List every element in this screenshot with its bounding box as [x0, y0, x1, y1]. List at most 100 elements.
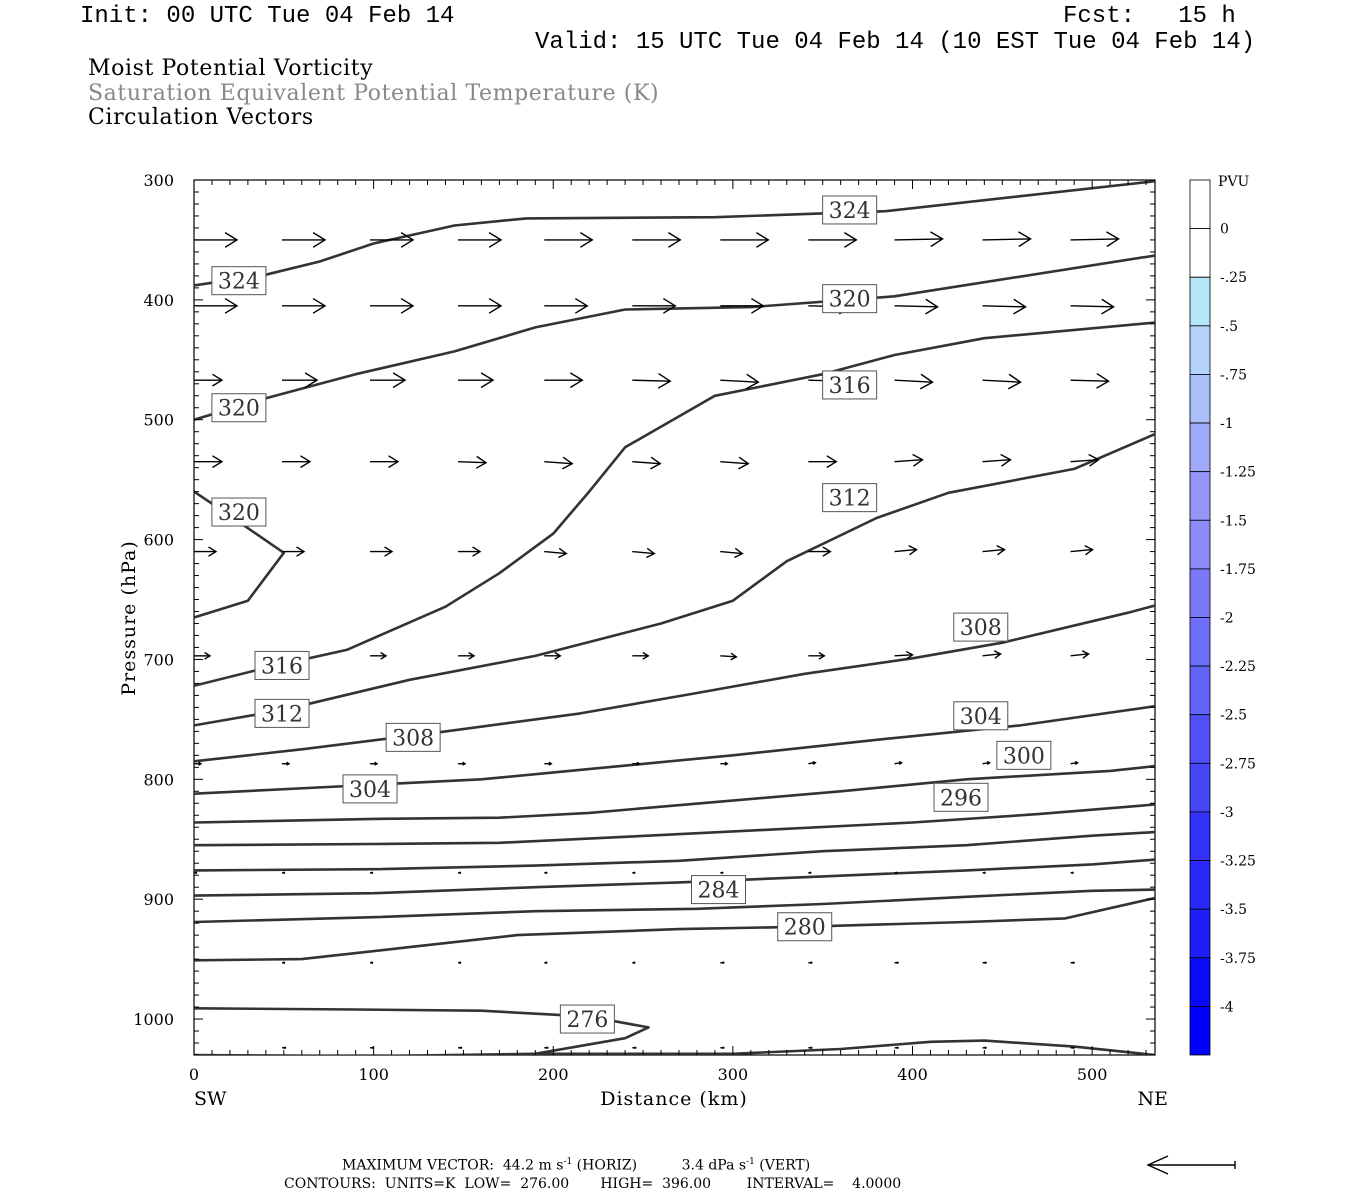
- circulation-vector: [282, 297, 327, 314]
- circulation-vector: [982, 231, 1032, 248]
- circulation-vector: [282, 372, 319, 389]
- circulation-vector: [458, 297, 503, 314]
- contour-label: 276: [559, 1004, 615, 1034]
- contour-label: 312: [254, 698, 310, 728]
- colorbar-box: [1189, 1005, 1211, 1056]
- svg-text:276: 276: [566, 1008, 608, 1033]
- circulation-vector: [282, 1046, 287, 1050]
- circulation-vector: [544, 547, 568, 559]
- valid-time: Valid: 15 UTC Tue 04 Feb 14 (10 EST Tue …: [535, 29, 1256, 56]
- circulation-vector: [370, 372, 407, 389]
- circulation-vector: [720, 456, 750, 470]
- circulation-vector: [370, 761, 379, 766]
- circulation-vector: [370, 651, 388, 660]
- circulation-vector: [544, 456, 574, 470]
- circulation-vector: [458, 871, 462, 875]
- circulation-vector: [982, 298, 1027, 315]
- colorbar-box: [1189, 714, 1211, 764]
- colorbar-box: [1189, 325, 1211, 375]
- circulation-vector: [982, 1046, 987, 1050]
- contour-label: 308: [953, 612, 1009, 642]
- circulation-vector: [458, 761, 467, 766]
- svg-text:320: 320: [218, 397, 260, 422]
- colorbar-box: [1189, 276, 1211, 327]
- circulation-vector: [282, 455, 312, 469]
- colorbar-box: [1189, 422, 1211, 473]
- circulation-vector: [808, 651, 826, 660]
- circulation-vector: [808, 871, 812, 875]
- x-tick-label: 400: [897, 1065, 928, 1084]
- circulation-vector: [458, 232, 503, 248]
- contour-line: [194, 858, 1155, 897]
- contour-label: 312: [822, 483, 878, 513]
- colorbar-box: [1189, 908, 1211, 959]
- colorbar-box: [1189, 957, 1211, 1007]
- circulation-vector: [1070, 298, 1115, 315]
- svg-text:300: 300: [1003, 744, 1045, 769]
- circulation-vector: [894, 298, 939, 315]
- circulation-vector: [808, 1046, 813, 1050]
- colorbar-label: -.5: [1220, 319, 1238, 335]
- circulation-vector: [282, 232, 327, 248]
- contour-label: 320: [822, 284, 878, 314]
- svg-text:308: 308: [960, 616, 1002, 641]
- circulation-vector: [982, 545, 1006, 556]
- colorbar-box: [1189, 860, 1211, 910]
- circulation-vector: [1070, 453, 1100, 467]
- circulation-vector: [720, 871, 724, 875]
- colorbar-box: [1189, 568, 1211, 618]
- contour-label: 300: [996, 740, 1052, 770]
- circulation-vector: [632, 232, 682, 248]
- colorbar-unit: PVU: [1218, 174, 1250, 190]
- colorbar-label: -1.75: [1220, 562, 1256, 578]
- svg-text:312: 312: [261, 702, 303, 727]
- colorbar-label: -3.75: [1220, 951, 1256, 967]
- contour-label: 304: [953, 701, 1009, 731]
- colorbar-label: -3.25: [1220, 854, 1256, 870]
- circulation-vector: [194, 232, 239, 248]
- circulation-vector: [370, 297, 415, 314]
- circulation-vector: [720, 373, 760, 390]
- circulation-vector: [720, 761, 729, 766]
- colorbar-box: [1189, 228, 1211, 278]
- circulation-vector: [982, 373, 1022, 390]
- contour-label: 320: [211, 393, 267, 423]
- x-tick-label: 500: [1077, 1065, 1108, 1084]
- svg-text:304: 304: [960, 705, 1002, 730]
- circulation-vector: [808, 961, 813, 964]
- y-tick-label: 300: [143, 171, 174, 190]
- circulation-vector: [544, 297, 589, 314]
- circulation-vector: [194, 297, 239, 314]
- contour-label: 324: [211, 266, 267, 296]
- circulation-vector: [1070, 231, 1120, 248]
- x-tick-label: 200: [538, 1065, 569, 1084]
- contour-line: [194, 888, 1155, 924]
- colorbar-box: [1189, 374, 1211, 424]
- colorbar-label: -1.5: [1220, 513, 1247, 529]
- circulation-vector: [720, 232, 770, 248]
- plot-frame: [193, 179, 1156, 1056]
- contour-label: 316: [822, 370, 878, 400]
- colorbar-box: [1189, 762, 1211, 813]
- forecast-hour: Fcst: 15 h: [1063, 3, 1236, 30]
- circulation-vector: [458, 546, 482, 557]
- colorbar-label: 0: [1220, 222, 1229, 238]
- circulation-vector: [632, 761, 641, 766]
- circulation-vector: [632, 547, 656, 559]
- circulation-vector: [544, 651, 562, 660]
- circulation-vector: [808, 232, 858, 248]
- circulation-vector: [894, 453, 924, 467]
- circulation-vector: [194, 651, 212, 660]
- footer-max-vector: MAXIMUM VECTOR: 44.2 m s-1 (HORIZ) 3.4 d…: [342, 1157, 811, 1174]
- circulation-vector: [458, 455, 488, 469]
- contour-label: 280: [777, 912, 833, 942]
- colorbar-box: [1189, 617, 1211, 667]
- x-tick-label: 100: [358, 1065, 389, 1084]
- circulation-vector: [544, 761, 553, 766]
- y-tick-label: 400: [143, 291, 174, 310]
- circulation-vector: [370, 871, 374, 875]
- svg-text:316: 316: [829, 374, 871, 399]
- svg-text:320: 320: [218, 501, 260, 526]
- circulation-vector: [808, 760, 817, 766]
- circulation-vector: [1070, 650, 1090, 659]
